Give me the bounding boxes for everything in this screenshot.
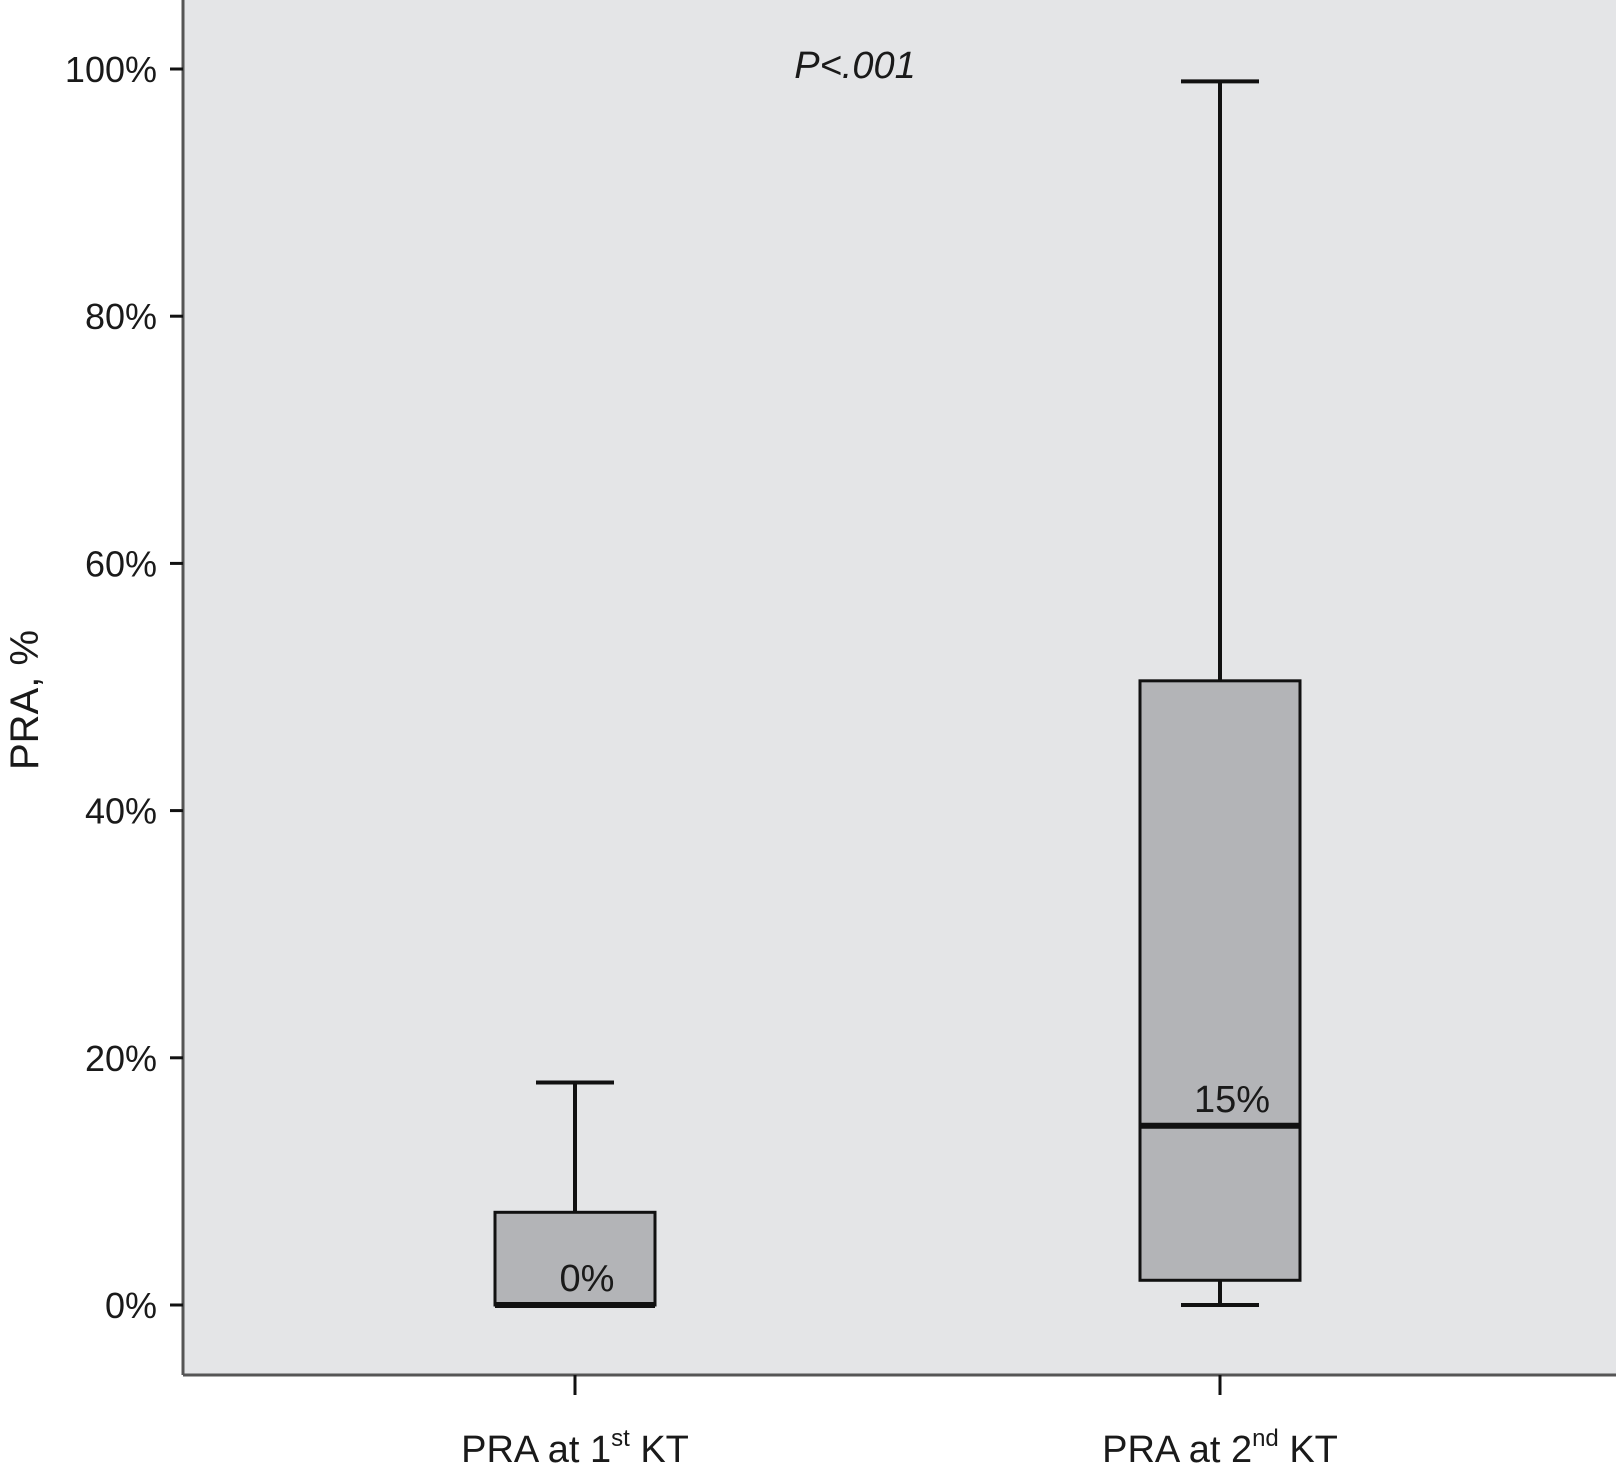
plot-area bbox=[183, 0, 1616, 1375]
x-category-label: PRA at 2nd KT bbox=[1102, 1425, 1338, 1471]
box-1: 0% bbox=[493, 1080, 657, 1308]
y-tick-label: 20% bbox=[85, 1038, 157, 1079]
y-axis-ticks: 0% 20% 40% 60% 80% 100% bbox=[65, 49, 183, 1326]
y-tick-label: 40% bbox=[85, 791, 157, 832]
median-label: 15% bbox=[1194, 1079, 1270, 1121]
y-axis-title: PRA, % bbox=[3, 630, 47, 770]
box-series: 0% 15% bbox=[493, 79, 1302, 1308]
iqr-box bbox=[493, 1210, 657, 1307]
y-tick-label: 0% bbox=[105, 1285, 157, 1326]
y-tick-label: 100% bbox=[65, 49, 157, 90]
y-tick-label: 60% bbox=[85, 543, 157, 584]
iqr-box bbox=[1138, 679, 1302, 1282]
box-2: 15% bbox=[1138, 79, 1302, 1307]
x-axis-ticks: PRA at 1st KT PRA at 2nd KT bbox=[461, 1375, 1338, 1471]
median-label: 0% bbox=[560, 1258, 615, 1300]
x-category-label: PRA at 1st KT bbox=[461, 1425, 689, 1471]
p-value-annotation: P<.001 bbox=[794, 45, 916, 87]
y-tick-label: 80% bbox=[85, 296, 157, 337]
